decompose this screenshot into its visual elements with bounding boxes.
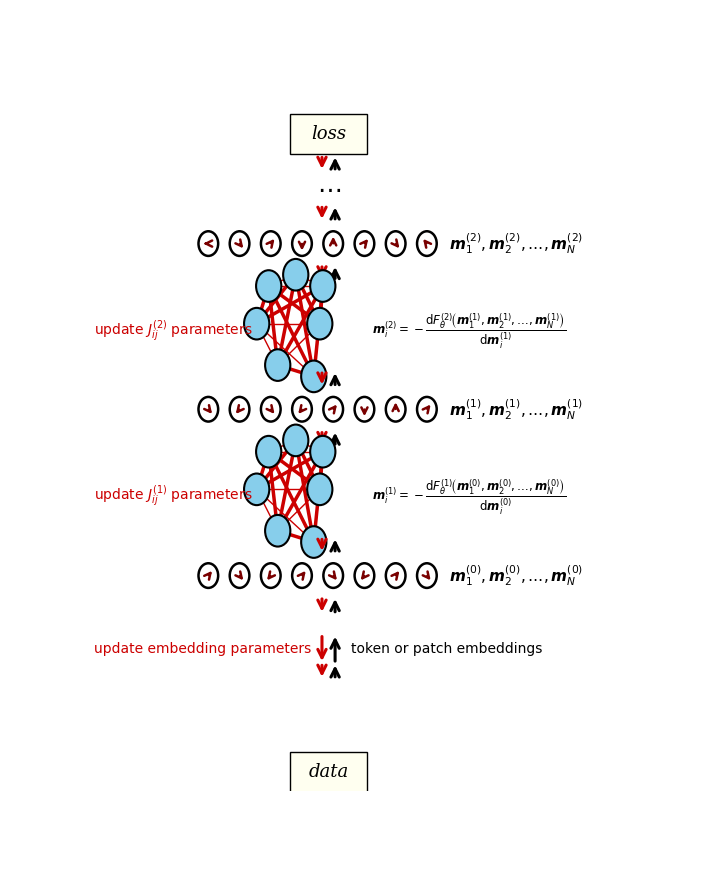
Circle shape: [301, 361, 326, 392]
Circle shape: [265, 515, 290, 547]
Circle shape: [307, 308, 333, 340]
Text: token or patch embeddings: token or patch embeddings: [352, 642, 543, 656]
Circle shape: [310, 436, 336, 468]
Text: $\boldsymbol{m}_i^{(2)} = -\dfrac{\mathrm{d}F_\theta^{(2)}\!\left(\boldsymbol{m}: $\boldsymbol{m}_i^{(2)} = -\dfrac{\mathr…: [372, 311, 567, 351]
Circle shape: [310, 270, 336, 302]
Text: $\boldsymbol{m}_1^{(0)}, \boldsymbol{m}_2^{(0)}, \ldots, \boldsymbol{m}_N^{(0)}$: $\boldsymbol{m}_1^{(0)}, \boldsymbol{m}_…: [449, 563, 583, 588]
Circle shape: [301, 526, 326, 558]
FancyBboxPatch shape: [290, 114, 367, 154]
Circle shape: [307, 474, 333, 505]
Text: data: data: [308, 763, 349, 781]
FancyBboxPatch shape: [290, 752, 367, 792]
Text: update embedding parameters: update embedding parameters: [94, 642, 311, 656]
Circle shape: [283, 259, 308, 291]
Circle shape: [244, 308, 269, 340]
Text: $\boldsymbol{m}_1^{(2)}, \boldsymbol{m}_2^{(2)}, \ldots, \boldsymbol{m}_N^{(2)}$: $\boldsymbol{m}_1^{(2)}, \boldsymbol{m}_…: [449, 231, 583, 256]
Circle shape: [244, 474, 269, 505]
Circle shape: [283, 425, 308, 456]
Text: loss: loss: [311, 125, 346, 143]
Circle shape: [265, 349, 290, 380]
Text: $\cdots$: $\cdots$: [317, 177, 341, 201]
Text: update $J_{ij}^{(1)}$ parameters: update $J_{ij}^{(1)}$ parameters: [94, 485, 252, 509]
Circle shape: [256, 436, 281, 468]
Text: $\boldsymbol{m}_i^{(1)} = -\dfrac{\mathrm{d}F_\theta^{(1)}\!\left(\boldsymbol{m}: $\boldsymbol{m}_i^{(1)} = -\dfrac{\mathr…: [372, 477, 567, 517]
Text: $\boldsymbol{m}_1^{(1)}, \boldsymbol{m}_2^{(1)}, \ldots, \boldsymbol{m}_N^{(1)}$: $\boldsymbol{m}_1^{(1)}, \boldsymbol{m}_…: [449, 396, 583, 421]
Circle shape: [256, 270, 281, 302]
Text: update $J_{ij}^{(2)}$ parameters: update $J_{ij}^{(2)}$ parameters: [94, 318, 252, 344]
